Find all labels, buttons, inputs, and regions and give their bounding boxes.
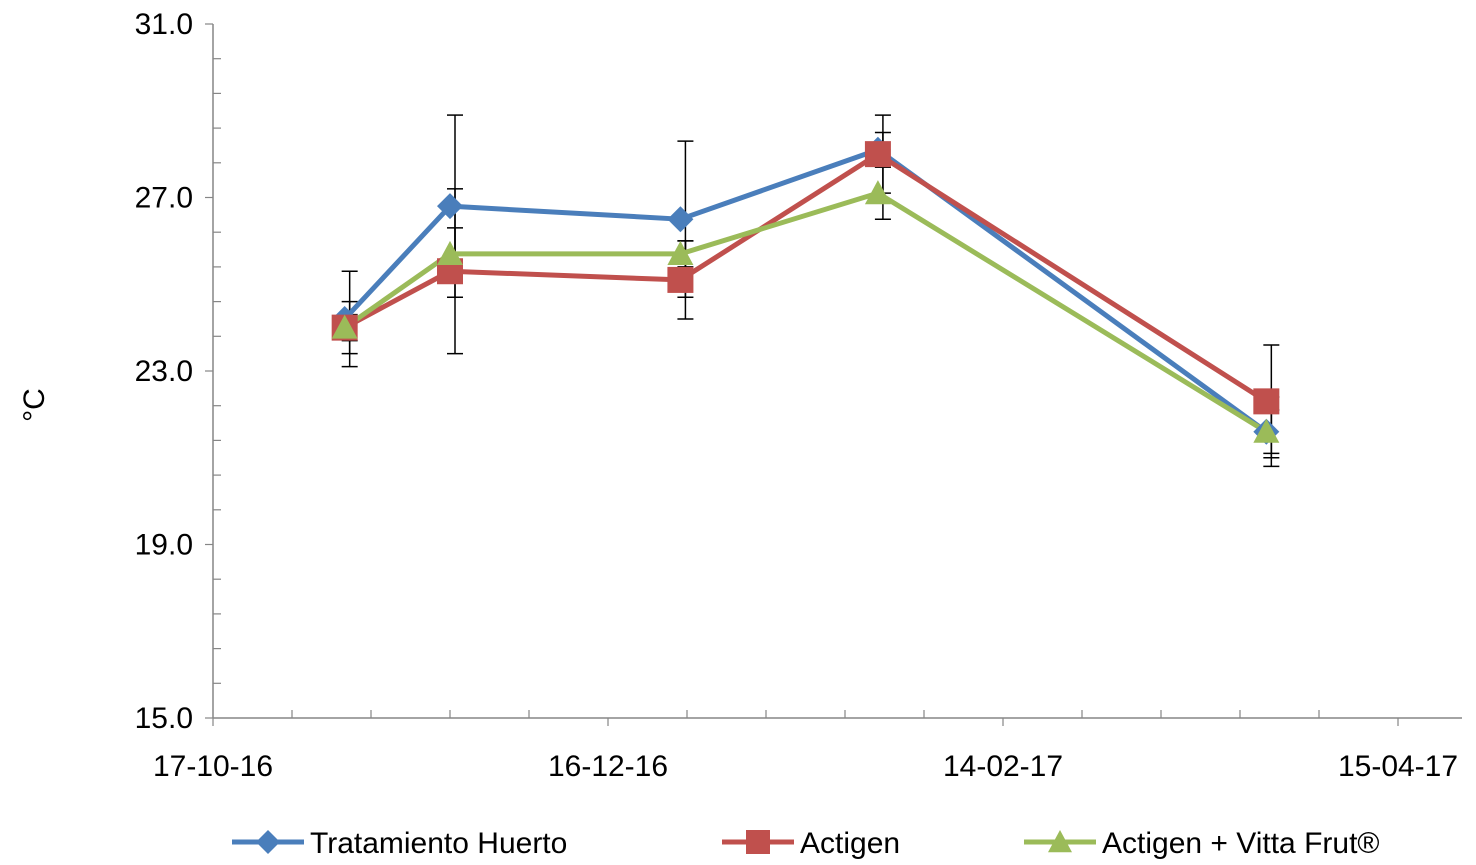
data-point xyxy=(1048,830,1072,853)
legend-item: Actigen + Vitta Frut® xyxy=(1024,827,1380,860)
y-tick-label: 27.0 xyxy=(135,182,193,215)
series-line xyxy=(343,151,1268,404)
data-point xyxy=(864,180,891,205)
y-tick-label: 19.0 xyxy=(135,529,193,562)
error-bars xyxy=(341,114,1280,468)
data-point xyxy=(1253,388,1280,415)
legend-item: Tratamiento Huerto xyxy=(232,827,567,860)
axes xyxy=(205,23,1462,726)
data-point xyxy=(437,193,463,220)
x-tick-label: 14-02-17 xyxy=(943,750,1063,783)
y-tick-label: 15.0 xyxy=(135,702,193,735)
x-tick-label: 15-04-17 xyxy=(1338,750,1458,783)
series-line xyxy=(342,147,1268,434)
data-point xyxy=(1253,418,1280,443)
x-tick-label: 17-10-16 xyxy=(153,750,273,783)
y-axis-label: °C xyxy=(18,388,51,422)
y-tick-label: 31.0 xyxy=(135,8,193,41)
data-point xyxy=(746,830,770,854)
data-point xyxy=(256,830,280,854)
data-point xyxy=(667,206,694,233)
data-point xyxy=(667,266,694,293)
data-point xyxy=(667,240,694,265)
data-point xyxy=(864,141,891,168)
series-lines xyxy=(342,147,1268,434)
x-tick-labels: 17-10-16 16-12-16 14-02-17 15-04-17 xyxy=(153,750,1458,783)
series-markers xyxy=(331,136,1280,445)
data-point xyxy=(437,240,463,265)
legend-label: Tratamiento Huerto xyxy=(310,827,567,860)
legend-label: Actigen + Vitta Frut® xyxy=(1102,827,1380,860)
y-tick-labels: 31.0 27.0 23.0 19.0 15.0 xyxy=(135,8,193,735)
legend: Tratamiento Huerto Actigen Actigen + Vitta… xyxy=(232,827,1380,860)
y-tick-label: 23.0 xyxy=(135,355,193,388)
data-point xyxy=(331,314,358,339)
x-tick-label: 16-12-16 xyxy=(548,750,668,783)
legend-item: Actigen xyxy=(722,827,900,860)
legend-label: Actigen xyxy=(800,827,900,860)
